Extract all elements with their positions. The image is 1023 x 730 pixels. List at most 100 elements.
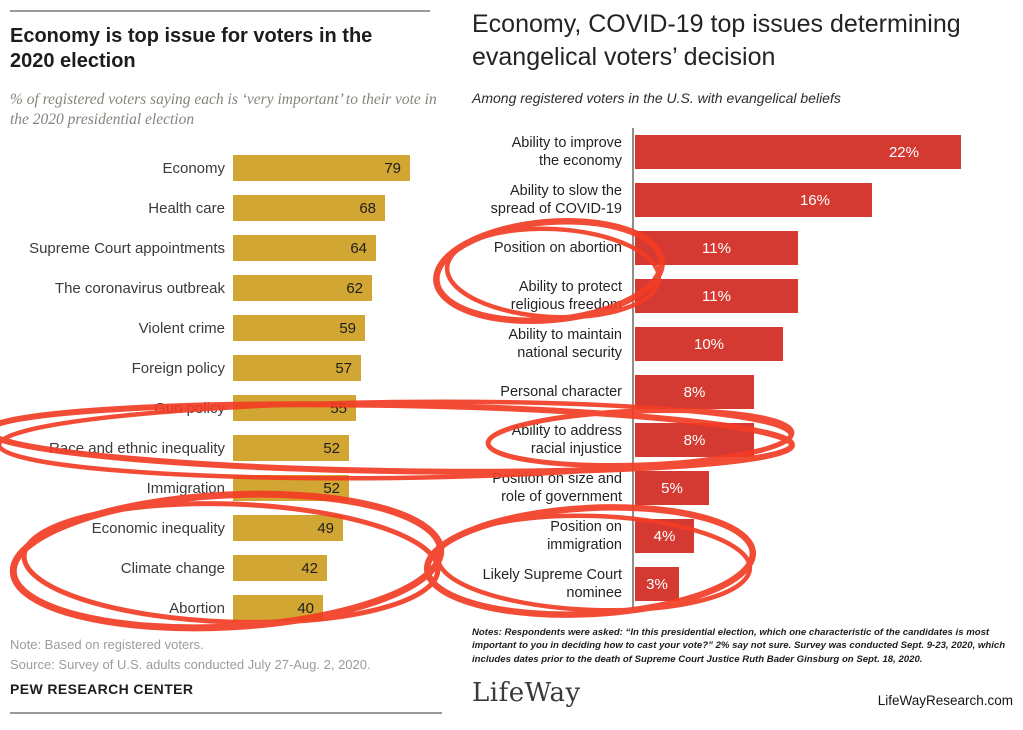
bar-row: Ability to maintain national security 10% xyxy=(472,320,1017,368)
bar: 16% xyxy=(635,183,872,217)
category-label: Foreign policy xyxy=(131,359,225,377)
bar: 40 xyxy=(233,595,323,621)
category-label: Health care xyxy=(148,199,225,217)
bar-row: Economic inequality 49 xyxy=(10,508,446,548)
y-axis-line xyxy=(632,128,634,608)
bar: 52 xyxy=(233,435,349,461)
value-label: 52 xyxy=(323,439,340,457)
bar-row: Personal character 8% xyxy=(472,368,1017,416)
lifeway-bar-chart: Ability to improve the economy 22% Ability … xyxy=(472,128,1017,608)
bar-row: Violent crime 59 xyxy=(10,308,446,348)
value-label: 79 xyxy=(384,159,401,177)
category-label: Ability to improve the economy xyxy=(511,134,622,169)
bar-row: Abortion 40 xyxy=(10,588,446,628)
pew-chart-subtitle: % of registered voters saying each is ‘v… xyxy=(10,91,437,129)
bar-row: Foreign policy 57 xyxy=(10,348,446,388)
bar-row: Supreme Court appointments 64 xyxy=(10,228,446,268)
top-divider xyxy=(10,10,430,12)
category-label: Ability to slow the spread of COVID-19 xyxy=(490,182,622,217)
bar-row: Position on abortion 11% xyxy=(472,224,1017,272)
category-label: Economic inequality xyxy=(91,519,225,537)
bar-row: Position on size and role of government 5% xyxy=(472,464,1017,512)
value-label: 3% xyxy=(646,575,668,593)
category-label: Violent crime xyxy=(138,319,225,337)
bar: 10% xyxy=(635,327,783,361)
value-label: 59 xyxy=(339,319,356,337)
category-label: Position on size and role of government xyxy=(492,470,622,505)
bar: 57 xyxy=(233,355,361,381)
bar-row: Immigration 52 xyxy=(10,468,446,508)
bar-row: Ability to address racial injustice 8% xyxy=(472,416,1017,464)
lifeway-chart-subtitle: Among registered voters in the U.S. with… xyxy=(472,90,841,106)
bar: 62 xyxy=(233,275,372,301)
value-label: 11% xyxy=(702,239,731,257)
bar-row: Ability to slow the spread of COVID-19 16% xyxy=(472,176,1017,224)
value-label: 68 xyxy=(359,199,376,217)
bar: 11% xyxy=(635,279,798,313)
bar: 22% xyxy=(635,135,961,169)
bar: 11% xyxy=(635,231,798,265)
bar-row: Climate change 42 xyxy=(10,548,446,588)
bar: 52 xyxy=(233,475,349,501)
bar: 5% xyxy=(635,471,709,505)
value-label: 57 xyxy=(335,359,352,377)
value-label: 8% xyxy=(683,431,706,449)
category-label: Supreme Court appointments xyxy=(29,239,225,257)
category-label: Position on abortion xyxy=(493,239,622,256)
category-label: Immigration xyxy=(146,479,225,497)
bar: 55 xyxy=(233,395,356,421)
pew-brand: PEW RESEARCH CENTER xyxy=(10,681,194,697)
category-label: Climate change xyxy=(120,559,225,577)
lifeway-website-link[interactable]: LifeWayResearch.com xyxy=(877,693,1013,708)
value-label: 55 xyxy=(330,399,347,417)
pew-source: Source: Survey of U.S. adults conducted … xyxy=(10,657,371,672)
pew-bar-rows: Economy 79 Health care 68 Supreme Court appo… xyxy=(10,148,446,628)
category-label: Personal character xyxy=(500,383,622,400)
lifeway-footer: LifeWay LifeWayResearch.com xyxy=(472,666,1013,708)
value-label: 49 xyxy=(317,519,334,537)
category-label: Economy xyxy=(162,159,225,177)
bar: 3% xyxy=(635,567,679,601)
bar-row: Gun policy 55 xyxy=(10,388,446,428)
bar-row: The coronavirus outbreak 62 xyxy=(10,268,446,308)
lifeway-logo: LifeWay xyxy=(472,678,581,708)
category-label: Ability to protect religious freedom xyxy=(510,278,622,313)
bar-row: Race and ethnic inequality 52 xyxy=(10,428,446,468)
bar-row: Health care 68 xyxy=(10,188,446,228)
category-label: Likely Supreme Court nominee xyxy=(482,566,622,601)
lifeway-bar-rows: Ability to improve the economy 22% Ability … xyxy=(472,128,1017,608)
value-label: 11% xyxy=(702,287,731,305)
bar-row: Economy 79 xyxy=(10,148,446,188)
value-label: 40 xyxy=(297,599,314,617)
bar: 4% xyxy=(635,519,694,553)
bar: 59 xyxy=(233,315,365,341)
lifeway-notes: Notes: Respondents were asked: “In this … xyxy=(472,627,1006,665)
bar-row: Likely Supreme Court nominee 3% xyxy=(472,560,1017,608)
bar-row: Ability to protect religious freedom 11% xyxy=(472,272,1017,320)
lifeway-chart-panel: Economy, COVID-19 top issues determining… xyxy=(472,0,1017,730)
bar: 49 xyxy=(233,515,343,541)
lifeway-chart-title: Economy, COVID-19 top issues determining… xyxy=(472,10,961,71)
bar: 79 xyxy=(233,155,410,181)
category-label: Ability to address racial injustice xyxy=(511,422,622,457)
bar: 68 xyxy=(233,195,385,221)
pew-chart-panel: Economy is top issue for voters in the 2… xyxy=(10,0,446,730)
value-label: 22% xyxy=(888,143,919,161)
bar-row: Ability to improve the economy 22% xyxy=(472,128,1017,176)
value-label: 5% xyxy=(661,479,683,497)
value-label: 10% xyxy=(693,335,725,353)
pew-bar-chart: Economy 79 Health care 68 Supreme Court appo… xyxy=(10,148,446,628)
category-label: Race and ethnic inequality xyxy=(49,439,225,457)
bar: 42 xyxy=(233,555,327,581)
bottom-divider xyxy=(10,712,442,714)
category-label: The coronavirus outbreak xyxy=(54,279,225,297)
value-label: 16% xyxy=(799,191,830,209)
bar: 8% xyxy=(635,423,754,457)
category-label: Ability to maintain national security xyxy=(508,326,622,361)
value-label: 64 xyxy=(350,239,367,257)
pew-note: Note: Based on registered voters. xyxy=(10,637,204,652)
bar-row: Position on immigration 4% xyxy=(472,512,1017,560)
category-label: Position on immigration xyxy=(547,518,622,553)
value-label: 62 xyxy=(346,279,363,297)
